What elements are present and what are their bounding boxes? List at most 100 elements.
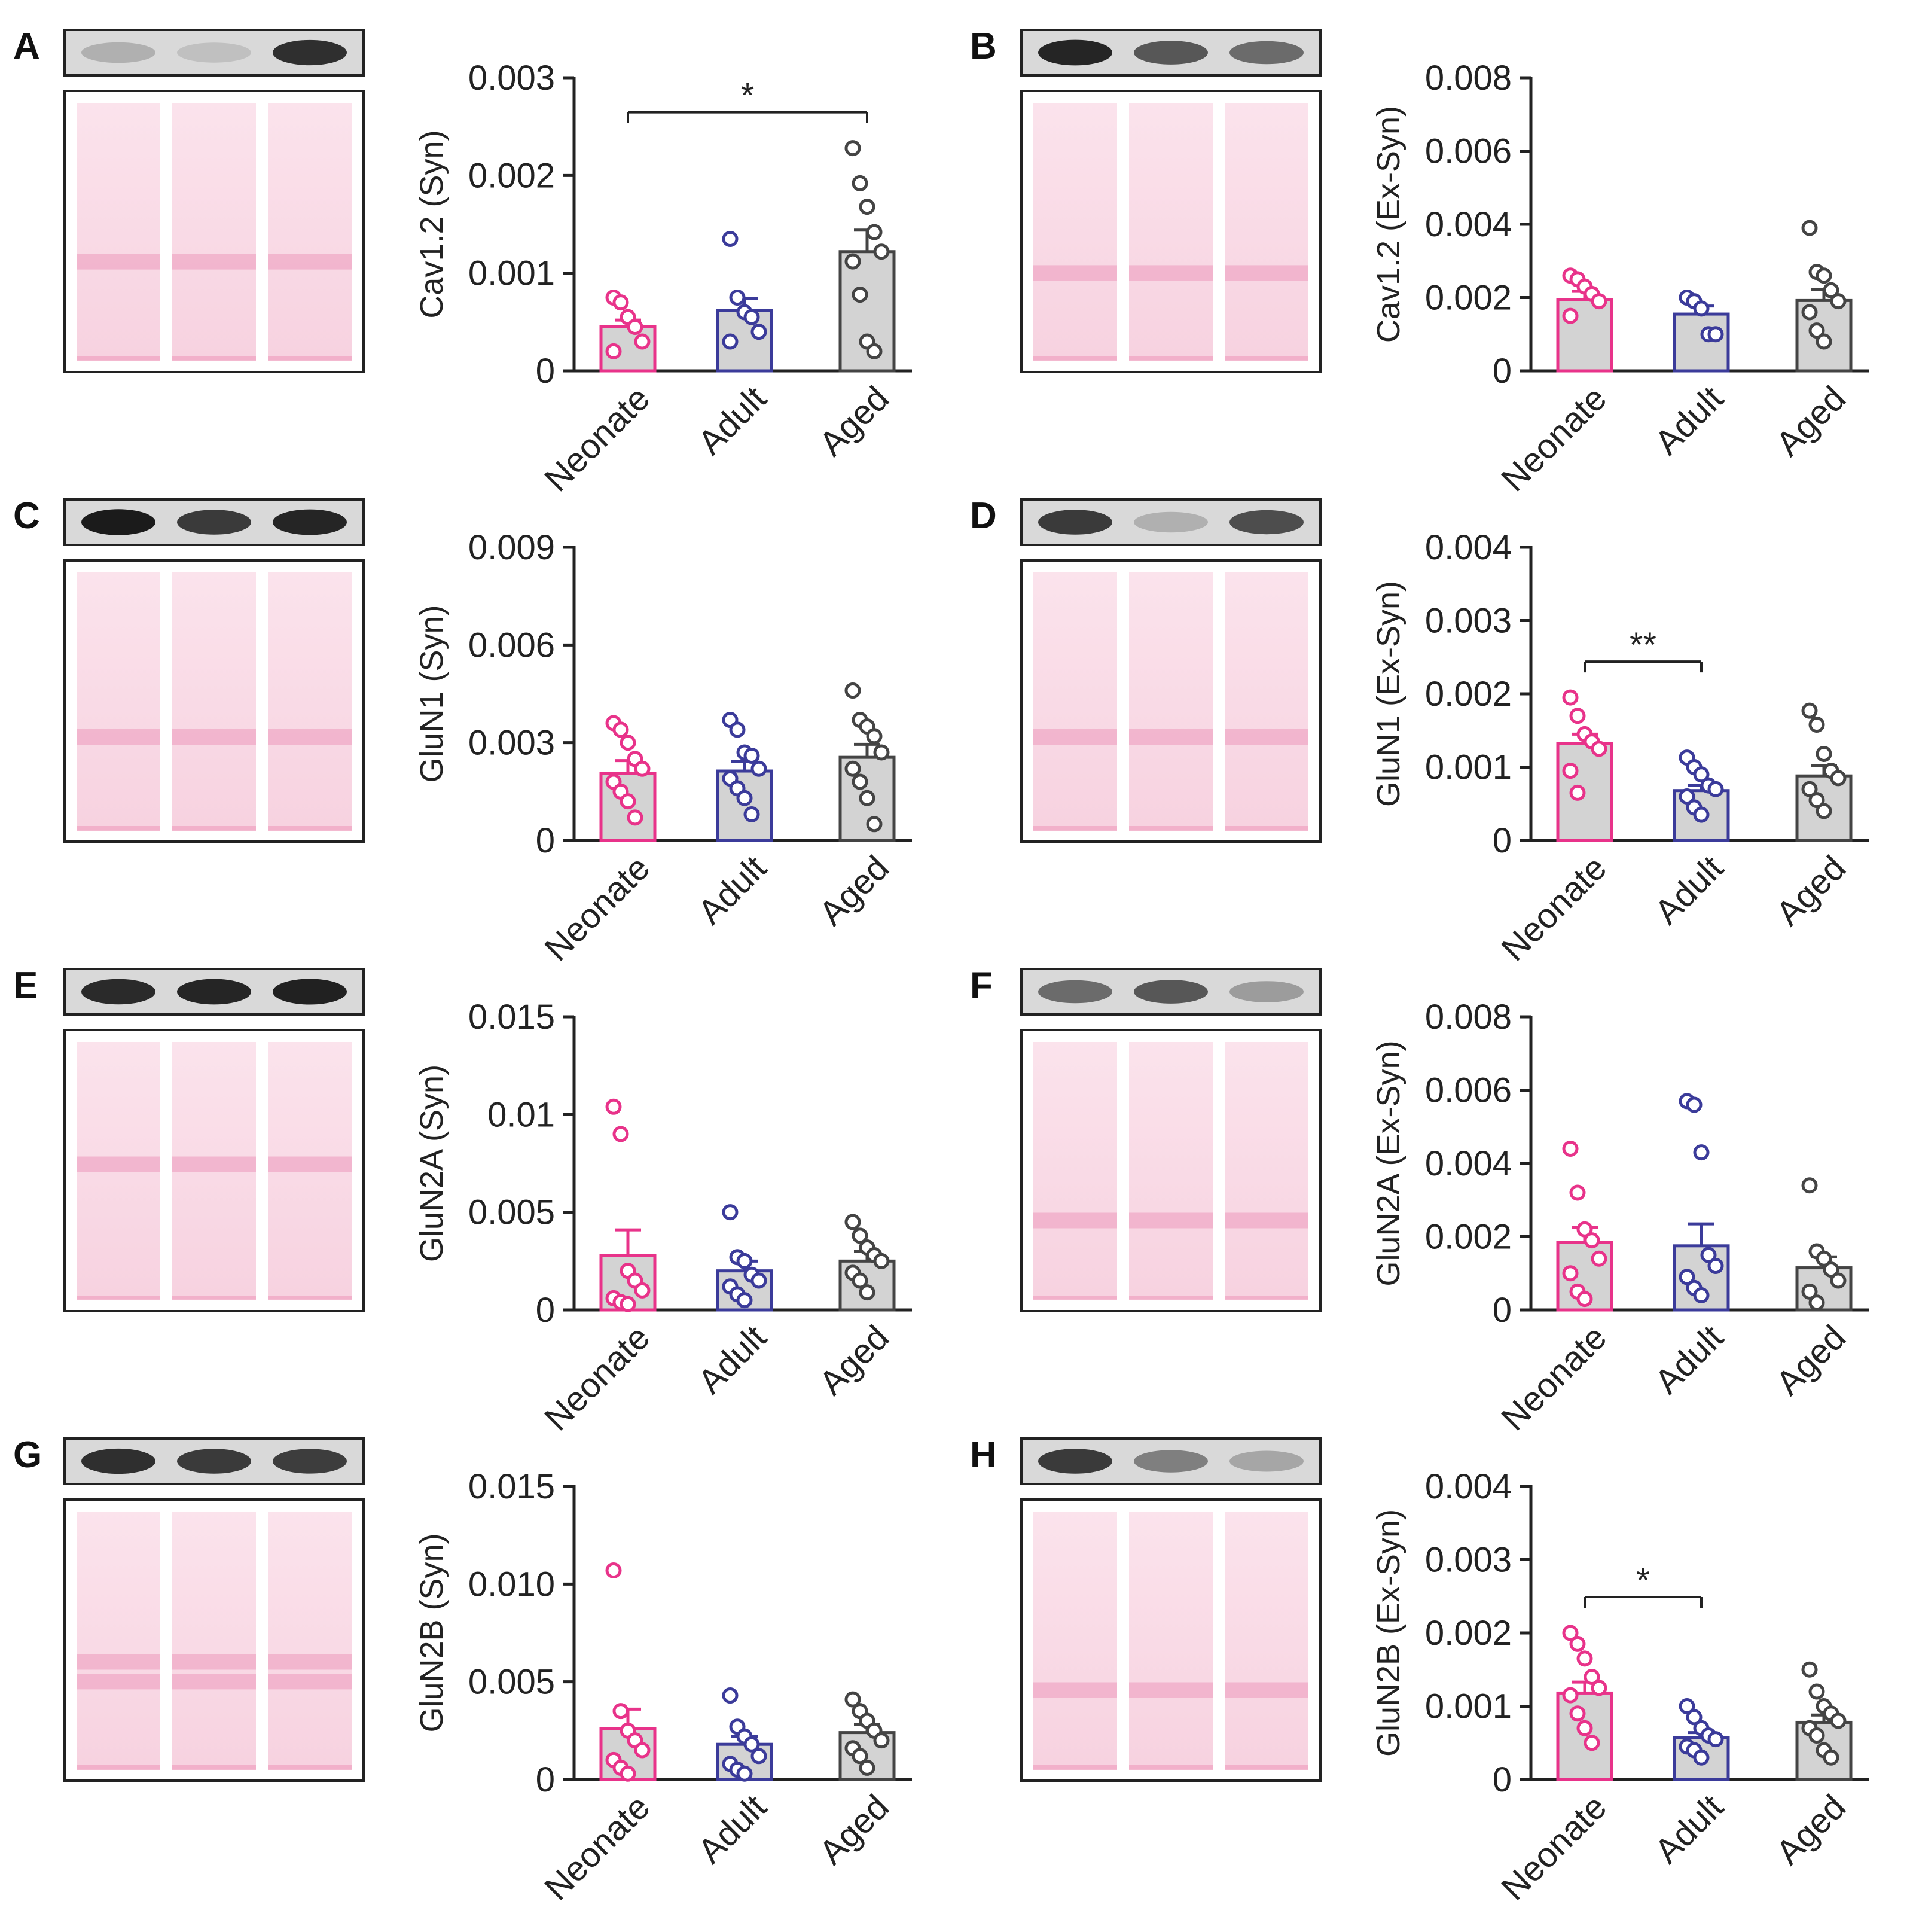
data-point xyxy=(1693,1144,1710,1161)
stain-front xyxy=(1129,356,1213,361)
stain-band xyxy=(268,729,352,745)
data-point xyxy=(1562,1141,1579,1157)
panel-label: H xyxy=(970,1434,997,1476)
data-point xyxy=(750,1748,767,1765)
data-point xyxy=(873,744,890,761)
data-point xyxy=(1801,304,1818,321)
stain-lane xyxy=(172,1512,256,1769)
x-tick-label: Neonate xyxy=(1494,1787,1614,1907)
x-tick-label: Neonate xyxy=(1494,1318,1614,1438)
stain-band xyxy=(1225,729,1308,745)
panel-f: F 0 0.002 0.004 0.006 0.008 GluN2A (Ex-Syn) Neo… xyxy=(970,965,1869,1438)
panel-g: G 0 0.005 0.010 0.015 GluN2B (Syn) Neonate Adul… xyxy=(13,1434,912,1907)
data-point xyxy=(844,1691,861,1708)
data-point xyxy=(1569,784,1586,801)
data-point xyxy=(1801,1177,1818,1194)
panel-a: A 0 0.001 0.002 0.003 Cav1.2 (Syn) Neonate Adul… xyxy=(13,26,912,499)
data-point xyxy=(852,1748,868,1765)
data-point xyxy=(1830,293,1847,310)
data-point xyxy=(873,1253,890,1269)
blot-band xyxy=(1038,510,1112,535)
y-tick-label: 0.015 xyxy=(468,998,555,1037)
stain-front xyxy=(77,826,160,831)
stain-band xyxy=(1129,1212,1213,1229)
y-tick-label: 0 xyxy=(1493,352,1512,391)
data-point xyxy=(1823,1749,1839,1766)
y-axis-label: GluN2B (Ex-Syn) xyxy=(1371,1509,1406,1757)
y-tick-label: 0.003 xyxy=(1425,602,1512,641)
data-point xyxy=(1816,745,1832,762)
data-point xyxy=(634,333,651,350)
data-point xyxy=(873,1732,890,1749)
panel-label: E xyxy=(13,965,38,1006)
data-point xyxy=(844,682,861,699)
data-point xyxy=(1801,1661,1818,1678)
stain-band xyxy=(1033,265,1117,281)
blot-band xyxy=(177,510,251,535)
y-tick-label: 0 xyxy=(1493,1291,1512,1330)
data-point xyxy=(729,721,746,738)
stain-front xyxy=(268,826,352,831)
stain-band xyxy=(77,1674,160,1690)
x-tick-label: Adult xyxy=(691,1787,774,1870)
stain-band xyxy=(77,1654,160,1670)
x-tick-label: Aged xyxy=(1768,1787,1853,1872)
data-point xyxy=(634,760,651,777)
y-tick-label: 0.006 xyxy=(1425,132,1512,171)
significance-label: * xyxy=(741,77,755,115)
data-point xyxy=(1679,1269,1695,1285)
data-point xyxy=(743,806,760,822)
y-axis-label: GluN2A (Syn) xyxy=(414,1065,450,1262)
blot-band xyxy=(1134,1450,1208,1473)
data-point xyxy=(866,343,883,359)
data-point xyxy=(1830,1712,1847,1729)
stain-band xyxy=(1129,729,1213,745)
panel-label: C xyxy=(13,495,40,537)
stain-lane xyxy=(77,1512,160,1769)
y-tick-label: 0 xyxy=(536,821,555,860)
data-point xyxy=(722,231,739,247)
data-point xyxy=(722,333,739,350)
data-point xyxy=(852,1272,868,1289)
data-point xyxy=(1562,689,1579,706)
bar xyxy=(1673,312,1730,373)
stain-lane xyxy=(1129,103,1213,360)
data-point xyxy=(852,175,868,191)
panel-label: D xyxy=(970,495,997,537)
y-tick-label: 0.003 xyxy=(1425,1541,1512,1580)
blot-band xyxy=(81,42,155,63)
data-point xyxy=(1707,1731,1724,1748)
stain-front xyxy=(1129,1765,1213,1770)
data-point xyxy=(1562,763,1579,779)
stain-front xyxy=(77,1765,160,1770)
data-point xyxy=(1801,220,1818,236)
x-tick-label: Aged xyxy=(1768,848,1853,933)
stain-front xyxy=(1033,826,1117,831)
stain-lane xyxy=(1129,572,1213,830)
stain-front xyxy=(77,356,160,361)
data-point xyxy=(736,1765,753,1782)
stain-band xyxy=(268,1654,352,1670)
stain-front xyxy=(268,356,352,361)
stain-band xyxy=(172,1156,256,1172)
y-tick-label: 0.002 xyxy=(1425,1614,1512,1653)
stain-band xyxy=(77,729,160,745)
data-point xyxy=(1576,1720,1593,1736)
x-tick-label: Adult xyxy=(691,379,774,462)
stain-lane xyxy=(172,103,256,360)
panel-b: B 0 0.002 0.004 0.006 0.008 Cav1.2 (Ex-Syn) Neo… xyxy=(970,26,1869,499)
y-tick-label: 0 xyxy=(536,1291,555,1330)
blot-band xyxy=(1229,1450,1304,1472)
y-axis-label: GluN1 (Ex-Syn) xyxy=(1371,581,1406,807)
data-point xyxy=(1693,766,1710,783)
significance-label: ** xyxy=(1630,626,1656,665)
y-tick-label: 0 xyxy=(536,352,555,391)
stain-front xyxy=(1033,1296,1117,1300)
data-point xyxy=(844,140,861,157)
stain-band xyxy=(1033,1682,1117,1698)
data-point xyxy=(1808,322,1825,339)
x-tick-label: Neonate xyxy=(537,848,657,968)
blot-band xyxy=(81,979,155,1005)
data-point xyxy=(1808,792,1825,809)
x-tick-label: Adult xyxy=(1647,379,1731,462)
